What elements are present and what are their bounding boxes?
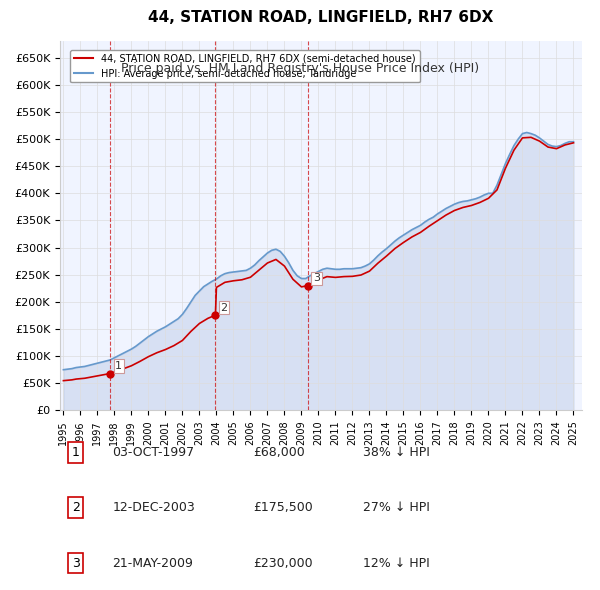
Text: £230,000: £230,000 xyxy=(253,556,313,569)
Legend: 44, STATION ROAD, LINGFIELD, RH7 6DX (semi-detached house), HPI: Average price, : 44, STATION ROAD, LINGFIELD, RH7 6DX (se… xyxy=(70,50,420,83)
Text: Price paid vs. HM Land Registry's House Price Index (HPI): Price paid vs. HM Land Registry's House … xyxy=(121,62,479,75)
Text: £175,500: £175,500 xyxy=(253,502,313,514)
Text: 2: 2 xyxy=(221,303,227,313)
Text: 3: 3 xyxy=(313,273,320,283)
Text: 1: 1 xyxy=(72,446,80,459)
Text: 2: 2 xyxy=(72,502,80,514)
Text: £68,000: £68,000 xyxy=(253,446,305,459)
Text: 12% ↓ HPI: 12% ↓ HPI xyxy=(363,556,430,569)
Text: 27% ↓ HPI: 27% ↓ HPI xyxy=(363,502,430,514)
Title: 44, STATION ROAD, LINGFIELD, RH7 6DX: 44, STATION ROAD, LINGFIELD, RH7 6DX xyxy=(148,10,494,25)
Text: 38% ↓ HPI: 38% ↓ HPI xyxy=(363,446,430,459)
Text: 3: 3 xyxy=(72,556,80,569)
Text: 12-DEC-2003: 12-DEC-2003 xyxy=(112,502,195,514)
Text: 1: 1 xyxy=(115,361,122,371)
Text: 21-MAY-2009: 21-MAY-2009 xyxy=(112,556,193,569)
Text: 03-OCT-1997: 03-OCT-1997 xyxy=(112,446,194,459)
